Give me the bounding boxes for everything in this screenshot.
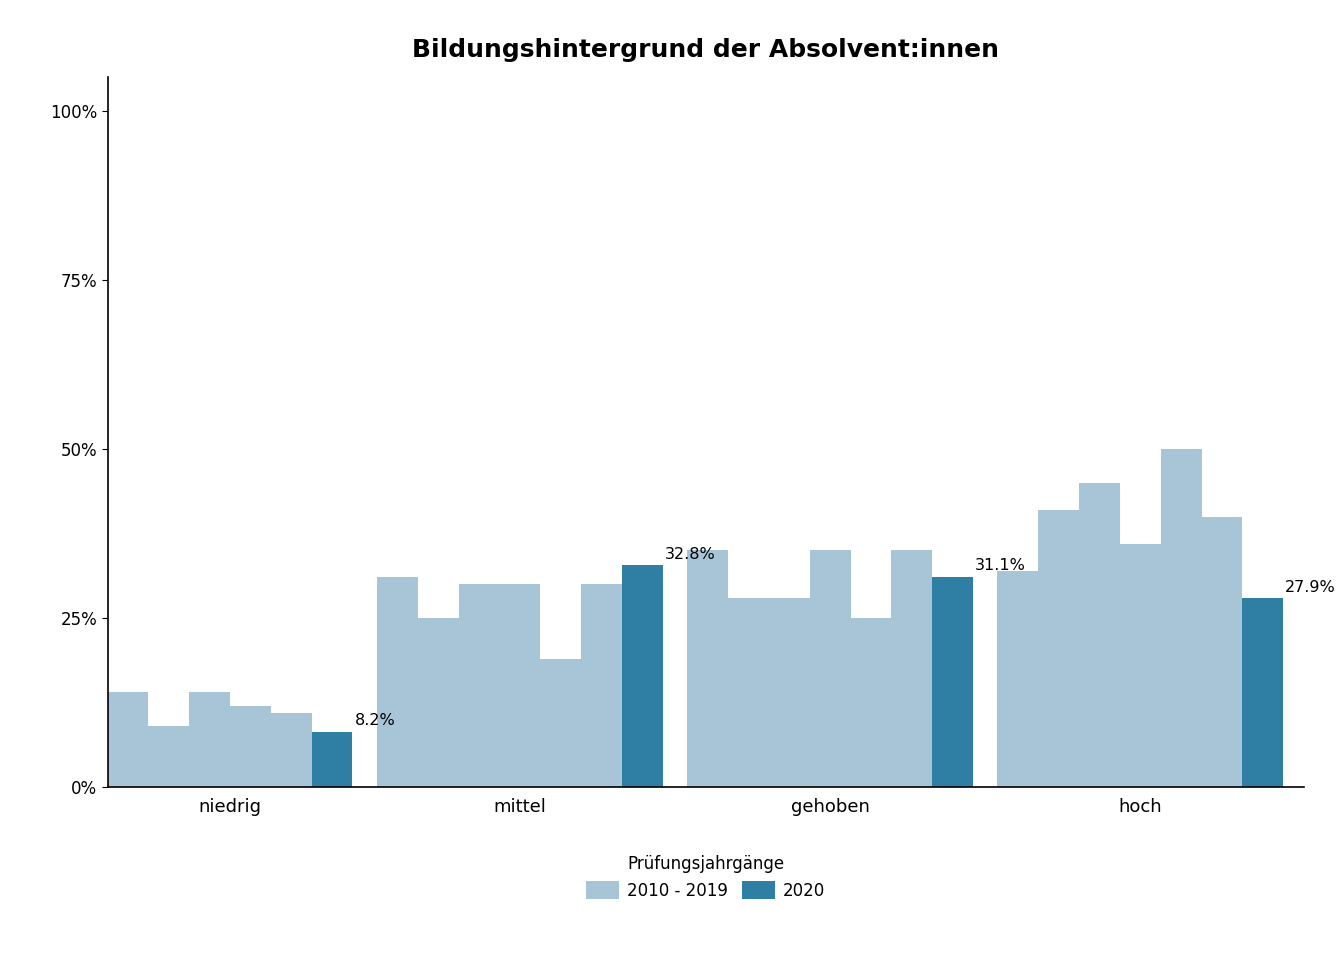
Bar bbox=[891, 550, 933, 787]
Bar bbox=[1202, 516, 1242, 787]
Bar bbox=[190, 692, 230, 787]
Bar bbox=[933, 577, 973, 787]
Bar bbox=[687, 550, 728, 787]
Bar bbox=[1161, 449, 1202, 787]
Bar bbox=[1120, 543, 1161, 787]
Bar bbox=[769, 598, 809, 787]
Bar bbox=[851, 618, 891, 787]
Bar bbox=[622, 565, 663, 787]
Title: Bildungshintergrund der Absolvent:innen: Bildungshintergrund der Absolvent:innen bbox=[413, 38, 999, 62]
Text: 32.8%: 32.8% bbox=[665, 547, 715, 562]
Bar bbox=[376, 578, 418, 787]
Bar bbox=[1039, 510, 1079, 787]
Bar bbox=[312, 732, 352, 787]
Bar bbox=[997, 570, 1039, 787]
Bar bbox=[500, 585, 540, 787]
Bar bbox=[271, 712, 312, 787]
Legend: 2010 - 2019, 2020: 2010 - 2019, 2020 bbox=[586, 855, 825, 900]
Bar bbox=[728, 598, 769, 787]
Bar bbox=[148, 727, 190, 787]
Bar bbox=[540, 659, 581, 787]
Bar bbox=[418, 618, 458, 787]
Bar bbox=[1079, 483, 1120, 787]
Text: 31.1%: 31.1% bbox=[974, 559, 1025, 573]
Bar bbox=[458, 585, 500, 787]
Bar bbox=[1242, 598, 1284, 787]
Bar bbox=[809, 550, 851, 787]
Text: 8.2%: 8.2% bbox=[355, 713, 395, 729]
Bar bbox=[581, 585, 622, 787]
Bar bbox=[108, 692, 148, 787]
Text: 27.9%: 27.9% bbox=[1285, 580, 1336, 595]
Bar bbox=[230, 706, 271, 787]
